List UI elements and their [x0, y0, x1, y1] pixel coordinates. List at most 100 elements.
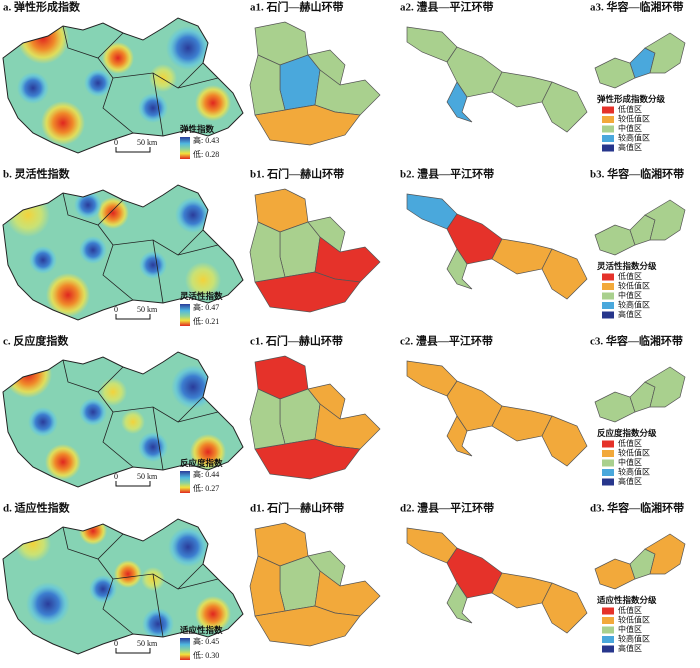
- heat-blob: [17, 18, 69, 64]
- heat-blob: [84, 69, 112, 97]
- heat-map: [2, 351, 244, 488]
- region: [279, 388, 321, 445]
- region: [249, 221, 286, 283]
- sub-map-title: d3. 华容—临湘环带: [590, 501, 684, 515]
- outline: [2, 518, 244, 655]
- heat-blob: [6, 193, 50, 237]
- class-swatch: [602, 469, 614, 476]
- boundary: [62, 25, 124, 59]
- scale-zero: 0: [114, 305, 118, 314]
- sub-map: [406, 527, 588, 634]
- class-label: 较低值区: [618, 447, 650, 457]
- sub-map-title: b3. 华容—临湘环带: [590, 167, 684, 181]
- region: [541, 582, 588, 634]
- outline: [2, 351, 244, 488]
- boundary: [97, 558, 134, 635]
- sub-map-title: a1. 石门—赫山环带: [250, 0, 344, 14]
- legend-low: 低: 0.28: [193, 149, 219, 159]
- heat-blob: [190, 434, 226, 470]
- legend-high: 高: 0.44: [193, 469, 219, 479]
- sub-map-title: d2. 澧县—平江环带: [400, 501, 494, 515]
- outline: [2, 184, 244, 321]
- class-swatch: [602, 302, 614, 309]
- region: [594, 57, 636, 89]
- panel-title: a. 弹性形成指数: [3, 0, 81, 14]
- scale-zero: 0: [114, 639, 118, 648]
- region: [406, 193, 458, 230]
- scale-bar: [115, 147, 151, 153]
- region: [254, 605, 361, 647]
- heat-blob: [29, 246, 57, 274]
- heat-surface: [3, 18, 243, 153]
- legend-title: 灵活性指数: [180, 291, 223, 301]
- scale-zero: 0: [114, 138, 118, 147]
- scale-zero: 0: [114, 472, 118, 481]
- class-swatch: [602, 645, 614, 653]
- legend-bar: [180, 304, 190, 326]
- heat-blob: [15, 526, 51, 562]
- region: [541, 248, 588, 300]
- boundary: [177, 244, 219, 256]
- scale-distance: 50 km: [137, 472, 158, 481]
- boundary: [97, 57, 134, 134]
- sub-map: [249, 522, 381, 647]
- boundary: [97, 224, 134, 301]
- class-swatch: [602, 135, 614, 142]
- class-legend-title: 灵活性指数分级: [597, 261, 657, 271]
- region: [644, 32, 686, 74]
- heat-blob: [149, 64, 177, 92]
- heat-blob: [97, 197, 129, 229]
- class-label: 中值区: [618, 624, 642, 634]
- class-swatch: [602, 459, 614, 467]
- class-label: 高值区: [618, 476, 642, 486]
- region: [594, 391, 636, 423]
- legend-title: 弹性指数: [180, 124, 215, 134]
- region: [644, 533, 686, 575]
- legend-bar: [180, 471, 190, 493]
- class-swatch: [602, 292, 614, 300]
- heat-blob: [17, 72, 49, 104]
- boundary: [62, 192, 124, 226]
- sub-map-title: a3. 华容—临湘环带: [590, 0, 684, 14]
- sub-map-title: b1. 石门—赫山环带: [250, 167, 344, 181]
- class-legend-title: 适应性指数分级: [597, 595, 657, 605]
- legend-low: 低: 0.21: [193, 316, 219, 326]
- region: [446, 582, 473, 624]
- sub-map: [249, 188, 381, 313]
- heat-blob: [45, 444, 81, 480]
- class-label: 低值区: [618, 104, 642, 114]
- sub-map: [249, 21, 381, 146]
- heat-blob: [138, 93, 168, 123]
- boundary: [62, 359, 124, 393]
- sub-map-title: c1. 石门—赫山环带: [250, 334, 343, 348]
- panel-title: d. 适应性指数: [3, 501, 71, 515]
- region: [541, 415, 588, 467]
- region: [629, 214, 656, 246]
- heat-blob: [166, 26, 210, 70]
- boundary: [177, 411, 219, 423]
- class-label: 较高值区: [618, 132, 650, 142]
- heat-blob: [195, 85, 231, 121]
- panel-title: c. 反应度指数: [3, 334, 69, 348]
- heat-blob: [139, 251, 167, 279]
- region: [644, 199, 686, 241]
- class-legend-title: 弹性形成指数分级: [597, 94, 666, 104]
- class-label: 较低值区: [618, 113, 650, 123]
- heat-blob: [142, 608, 174, 640]
- region: [446, 81, 473, 123]
- region: [594, 558, 636, 590]
- heat-blob: [138, 432, 168, 462]
- class-label: 低值区: [618, 271, 642, 281]
- heat-blob: [114, 560, 142, 588]
- sub-map: [594, 366, 686, 423]
- region: [406, 527, 458, 564]
- heat-blob: [99, 378, 127, 406]
- boundary: [152, 406, 164, 471]
- region: [629, 548, 656, 580]
- class-swatch: [602, 607, 614, 615]
- boundary: [112, 396, 204, 423]
- heat-blob: [141, 567, 165, 591]
- sub-map-title: a2. 澧县—平江环带: [400, 0, 494, 14]
